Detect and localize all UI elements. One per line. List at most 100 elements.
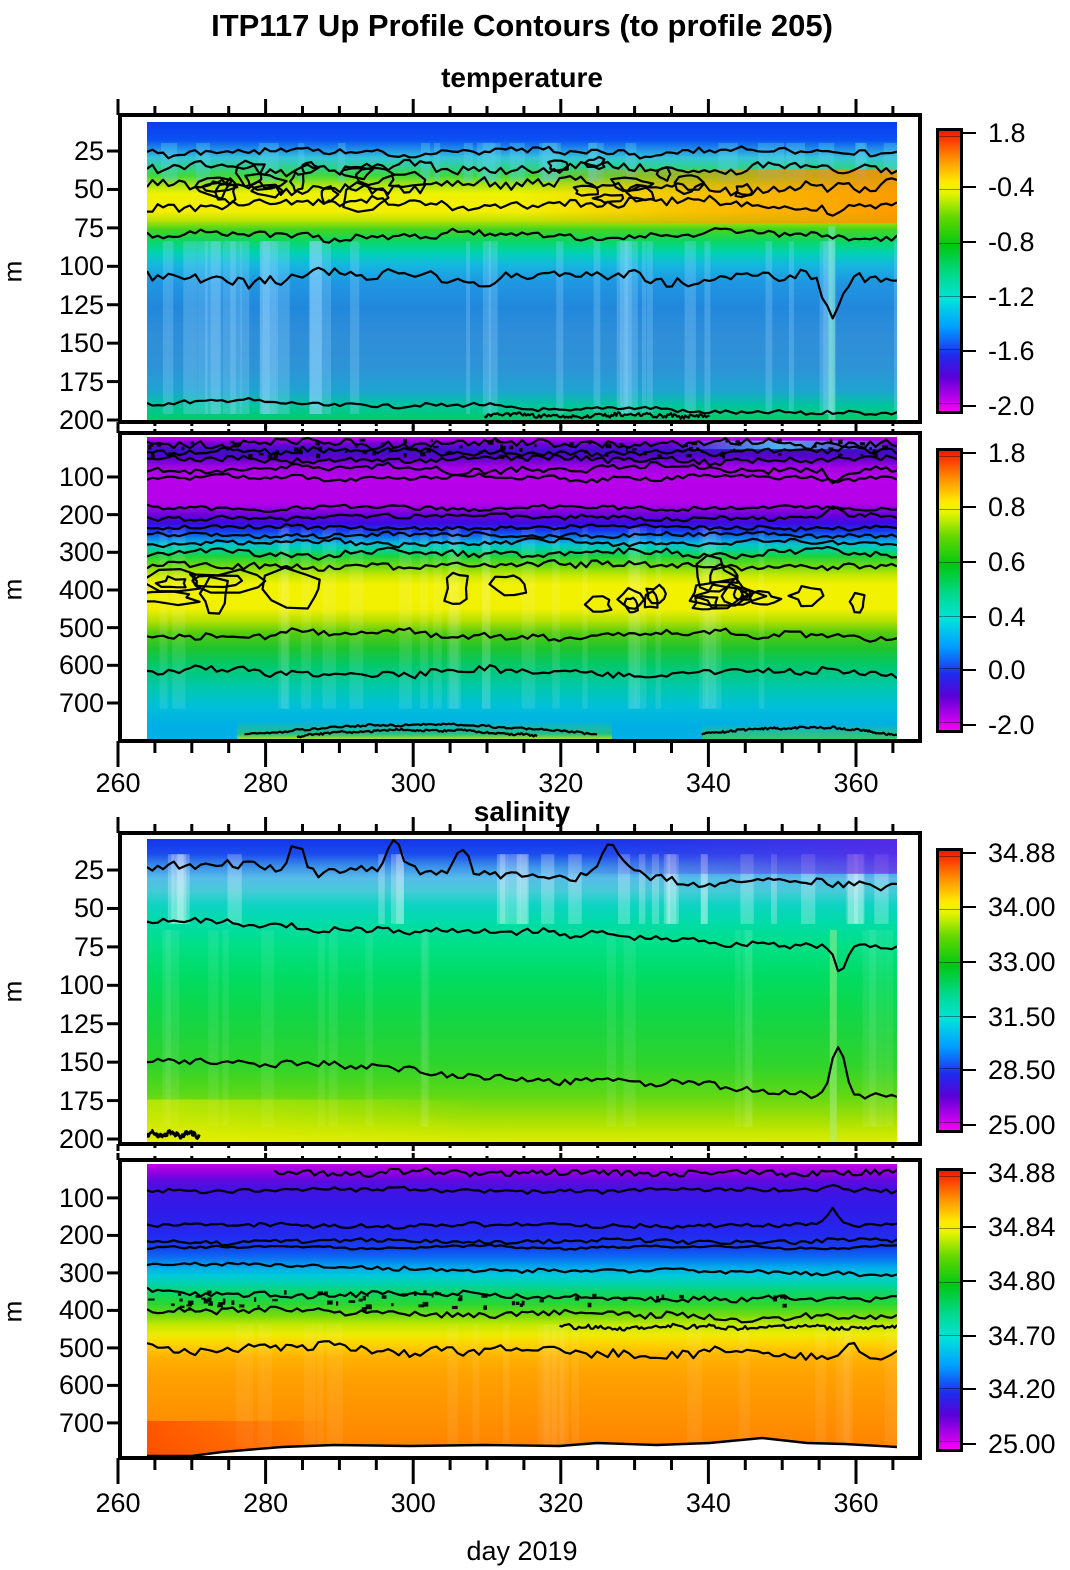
colorbar-tick [963,1015,976,1018]
y-tick-label: 75 [73,212,104,243]
colorbar-tick-label: 34.70 [988,1320,1056,1351]
y-tick-label: 175 [58,1085,104,1116]
y-tick-label: 300 [58,537,104,568]
y-tick-label: 50 [73,893,104,924]
colorbar-grid-line [939,855,960,857]
panel-salinity-deep [147,1164,897,1456]
colorbar-tick [963,1443,976,1446]
colorbar-tick-label: 34.84 [988,1211,1056,1242]
colorbar-tick [963,452,976,455]
subtitle-temperature: temperature [441,62,603,93]
colorbar-tick-label: 1.8 [988,438,1026,469]
colorbar-tick-label: -0.4 [988,172,1035,203]
colorbar-tick [963,505,976,508]
y-tick-label: 400 [58,574,104,605]
colorbar-tick [963,1225,976,1228]
colorbar-tick-label: -2.0 [988,391,1035,422]
y-tick-label: 100 [58,970,104,1001]
y-tick-label: 500 [58,1332,104,1363]
x-tick-label: 320 [538,1488,584,1518]
y-tick-label: 175 [58,366,104,397]
anomaly-streak [828,226,836,420]
y-tick-label: 200 [58,405,104,436]
y-axis-unit-label: m [0,1300,28,1323]
colorbar-salinity-shallow [936,848,963,1133]
y-tick-label: 25 [73,855,104,886]
colorbar-tick [963,240,976,243]
colorbar-tick [963,186,976,189]
panel-salinity-shallow [147,839,897,1142]
colorbar-tick [963,560,976,563]
colorbar-grid-line [939,908,960,910]
x-tick-label: 360 [833,768,879,798]
colorbar-grid-line [939,1015,960,1017]
colorbar-grid-line [939,403,960,405]
colorbar-tick-label: 0.6 [988,546,1026,577]
colorbar-grid-line [939,722,960,724]
y-tick-label: 50 [73,174,104,205]
colorbar-grid-line [939,1441,960,1443]
colorbar-grid-line [939,1068,960,1070]
y-tick-label: 75 [73,931,104,962]
colorbar-grid-line [939,455,960,457]
y-tick-label: 125 [58,289,104,320]
colorbar-salinity-deep [936,1168,963,1452]
colorbar-tick-label: 0.0 [988,655,1026,686]
x-axis-title: day 2019 [466,1536,578,1566]
y-tick-label: 150 [58,328,104,359]
colorbar-tick-label: 25.00 [988,1429,1056,1460]
y-tick-label: 100 [58,251,104,282]
colorbar-grid-line [939,349,960,351]
colorbar-temperature-shallow [936,128,963,414]
subtitle-salinity: salinity [473,796,571,827]
colorbar-grid-line [939,135,960,137]
y-tick-label: 150 [58,1047,104,1078]
y-tick-label: 600 [58,1370,104,1401]
y-tick-label: 200 [58,1220,104,1251]
colorbar-tick-label: 34.80 [988,1266,1056,1297]
colorbar-tick-label: -2.0 [988,710,1035,741]
colorbar-tick [963,405,976,408]
colorbar-tick [963,296,976,299]
colorbar-grid-line [939,1387,960,1389]
colorbar-tick [963,724,976,727]
colorbar-tick-label: 28.50 [988,1055,1056,1086]
colorbar-tick [963,1069,976,1072]
colorbar-tick-label: 34.20 [988,1374,1056,1405]
colorbar-tick-label: 1.8 [988,118,1026,149]
x-tick-label: 340 [685,768,731,798]
colorbar-grid-line [939,296,960,298]
colorbar-tick [963,1124,976,1127]
colorbar-tick [963,349,976,352]
colorbar-grid-line [939,1335,960,1337]
panel-temperature-deep [147,437,897,739]
colorbar-tick-label: 0.8 [988,491,1026,522]
y-tick-label: 25 [73,136,104,167]
colorbar-tick-label: 25.00 [988,1110,1056,1141]
colorbar-tick [963,615,976,618]
colorbar-tick-label: 34.88 [988,1158,1056,1188]
x-tick-label: 300 [390,1488,436,1518]
colorbar-tick [963,1334,976,1337]
colorbar-grid-line [939,668,960,670]
y-tick-label: 500 [58,612,104,643]
y-tick-label: 125 [58,1008,104,1039]
colorbar-tick-label: 33.00 [988,946,1056,977]
x-tick-label: 360 [833,1488,879,1518]
colorbar-grid-line [939,508,960,510]
colorbar-tick-label: -1.2 [988,282,1035,313]
y-tick-label: 400 [58,1295,104,1326]
y-tick-label: 700 [58,1407,104,1438]
colorbar-grid-line [939,1122,960,1124]
x-tick-label: 300 [390,768,436,798]
colorbar-grid-line [939,1228,960,1230]
x-tick-label: 320 [538,768,584,798]
x-tick-label: 260 [95,1488,141,1518]
colorbar-tick [963,669,976,672]
colorbar-tick-label: 31.50 [988,1001,1056,1032]
colorbar-grid-line [939,962,960,964]
x-tick-label: 260 [95,768,141,798]
x-tick-label: 340 [685,1488,731,1518]
colorbar-temperature-deep [936,448,963,733]
